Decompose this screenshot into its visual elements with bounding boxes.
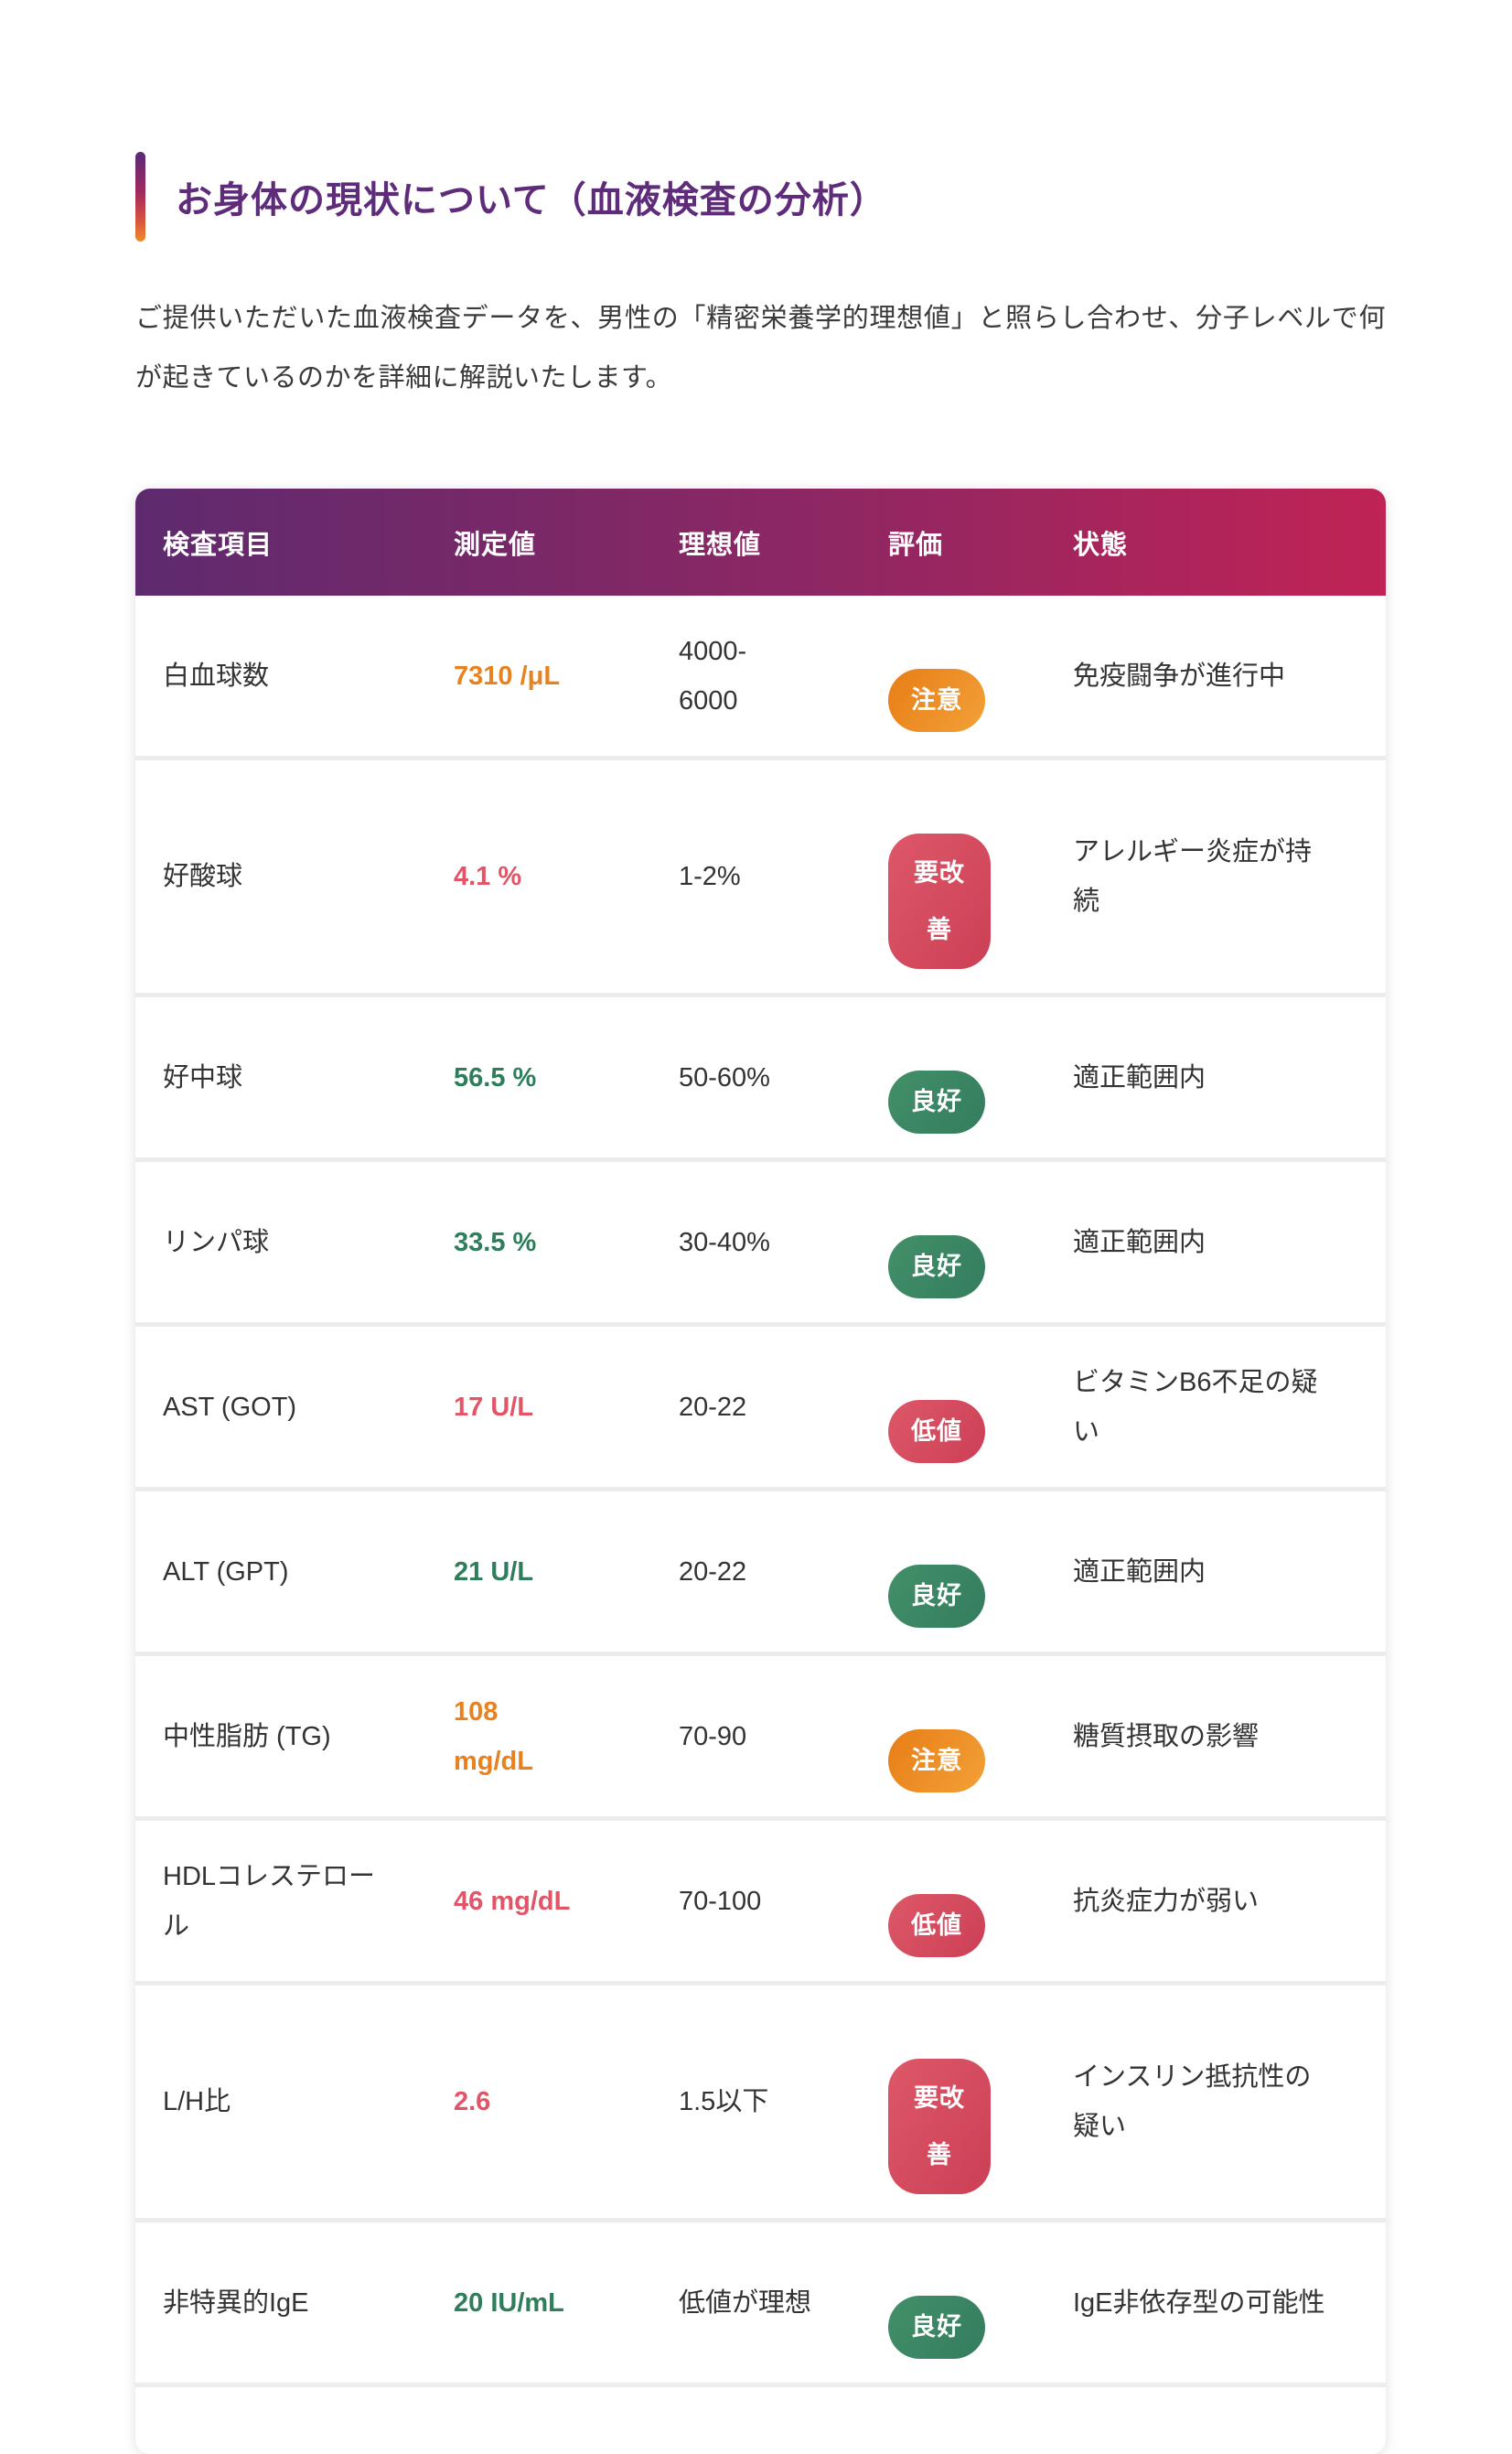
table-row: 中性脂肪 (TG) 108 mg/dL 70-90 注意 糖質摂取の影響 [135, 1652, 1386, 1816]
status-text: インスリン抵抗性の 疑い [1073, 2062, 1312, 2141]
evaluation-badge: 要改善 [888, 2059, 991, 2194]
ideal-range: 30-40% [679, 1227, 770, 1257]
status-text: 抗炎症力が弱い [1073, 1886, 1260, 1916]
ideal-range: 20-22 [679, 1556, 747, 1587]
evaluation-badge: 要改善 [888, 834, 991, 969]
measured-value: 33.5 % [454, 1227, 537, 1257]
blood-test-table: 検査項目 測定値 理想値 評価 状態 白血球数 7310 /μL 4000- 6… [135, 489, 1386, 2454]
column-header-item: 検査項目 [163, 530, 273, 560]
table-row-empty [135, 2383, 1386, 2454]
test-item-label: ALT (GPT) [163, 1556, 289, 1587]
test-item-label: L/H比 [163, 2087, 231, 2116]
evaluation-badge: 注意 [888, 669, 985, 732]
measured-value: 2.6 [454, 2087, 491, 2116]
table-row: 非特異的IgE 20 IU/mL 低値が理想 良好 IgE非依存型の可能性 [135, 2218, 1386, 2383]
evaluation-badge: 良好 [888, 1235, 985, 1298]
ideal-range: 20-22 [679, 1392, 747, 1422]
measured-value: 20 IU/mL [454, 2287, 564, 2318]
measured-value: 56.5 % [454, 1062, 537, 1092]
column-header-ideal: 理想値 [679, 530, 762, 560]
measured-value: 17 U/L [454, 1392, 534, 1422]
rating-cell: 要改善 [888, 2009, 1073, 2194]
table-row: AST (GOT) 17 U/L 20-22 低値 ビタミンB6不足の疑 い [135, 1322, 1386, 1487]
status-text: IgE非依存型の可能性 [1073, 2287, 1325, 2318]
evaluation-badge: 良好 [888, 2296, 985, 2359]
rating-cell: 低値 [888, 1845, 1073, 1957]
column-header-rating: 評価 [888, 530, 944, 560]
status-text: 適正範囲内 [1073, 1227, 1206, 1257]
test-item-label: 非特異的IgE [163, 2287, 309, 2318]
rating-cell: 良好 [888, 1186, 1073, 1298]
test-item-label: リンパ球 [163, 1227, 270, 1257]
status-text: 適正範囲内 [1073, 1062, 1206, 1092]
evaluation-badge: 低値 [888, 1400, 985, 1463]
ideal-range: 70-90 [679, 1721, 747, 1751]
table-row: 好酸球 4.1 % 1-2% 要改善 アレルギー炎症が持 続 [135, 756, 1386, 993]
column-header-status: 状態 [1073, 530, 1129, 560]
heading-accent-bar [135, 152, 145, 242]
rating-cell: 良好 [888, 1515, 1073, 1628]
table-row: L/H比 2.6 1.5以下 要改善 インスリン抵抗性の 疑い [135, 1981, 1386, 2218]
test-item-label: 好中球 [163, 1062, 243, 1092]
ideal-range: 4000- 6000 [679, 636, 747, 716]
rating-cell: 良好 [888, 1021, 1073, 1134]
section-heading: お身体の現状について（血液検査の分析） [135, 152, 1386, 242]
measured-value: 4.1 % [454, 862, 522, 891]
status-text: アレルギー炎症が持 続 [1073, 837, 1313, 916]
ideal-range: 50-60% [679, 1062, 770, 1092]
status-text: 適正範囲内 [1073, 1556, 1206, 1587]
measured-value: 7310 /μL [454, 661, 561, 691]
rating-cell: 要改善 [888, 784, 1073, 969]
evaluation-badge: 良好 [888, 1565, 985, 1628]
table-row: ALT (GPT) 21 U/L 20-22 良好 適正範囲内 [135, 1487, 1386, 1652]
intro-paragraph: ご提供いただいた血液検査データを、男性の「精密栄養学的理想値」と照らし合わせ、分… [135, 304, 1386, 393]
report-page: お身体の現状について（血液検査の分析） ご提供いただいた血液検査データを、男性の… [135, 0, 1386, 2454]
test-item-label: AST (GOT) [163, 1392, 297, 1422]
rating-cell: 良好 [888, 2246, 1073, 2359]
test-item-label: HDLコレステロー ル [163, 1861, 376, 1941]
table-header-row: 検査項目 測定値 理想値 評価 状態 [135, 489, 1386, 596]
table-row: リンパ球 33.5 % 30-40% 良好 適正範囲内 [135, 1157, 1386, 1322]
ideal-range: 低値が理想 [679, 2287, 812, 2318]
status-text: 免疫闘争が進行中 [1073, 661, 1286, 691]
rating-cell: 注意 [888, 619, 1073, 732]
test-item-label: 白血球数 [163, 661, 270, 691]
table-row: 白血球数 7310 /μL 4000- 6000 注意 免疫闘争が進行中 [135, 596, 1386, 756]
evaluation-badge: 低値 [888, 1894, 985, 1957]
rating-cell: 低値 [888, 1351, 1073, 1463]
test-item-label: 中性脂肪 (TG) [163, 1721, 331, 1751]
status-text: ビタミンB6不足の疑 い [1073, 1367, 1318, 1447]
page-title: お身体の現状について（血液検査の分析） [176, 180, 887, 221]
table-row: HDLコレステロー ル 46 mg/dL 70-100 低値 抗炎症力が弱い [135, 1816, 1386, 1981]
table-body: 白血球数 7310 /μL 4000- 6000 注意 免疫闘争が進行中 好酸球… [135, 596, 1386, 2383]
column-header-value: 測定値 [454, 530, 537, 560]
evaluation-badge: 良好 [888, 1071, 985, 1134]
status-text: 糖質摂取の影響 [1073, 1721, 1260, 1751]
ideal-range: 70-100 [679, 1886, 762, 1916]
evaluation-badge: 注意 [888, 1729, 985, 1792]
test-item-label: 好酸球 [163, 862, 243, 891]
ideal-range: 1.5以下 [679, 2087, 769, 2116]
ideal-range: 1-2% [679, 862, 741, 891]
measured-value: 21 U/L [454, 1556, 534, 1587]
measured-value: 46 mg/dL [454, 1886, 571, 1916]
measured-value: 108 mg/dL [454, 1696, 533, 1776]
rating-cell: 注意 [888, 1680, 1073, 1792]
table-row: 好中球 56.5 % 50-60% 良好 適正範囲内 [135, 993, 1386, 1157]
